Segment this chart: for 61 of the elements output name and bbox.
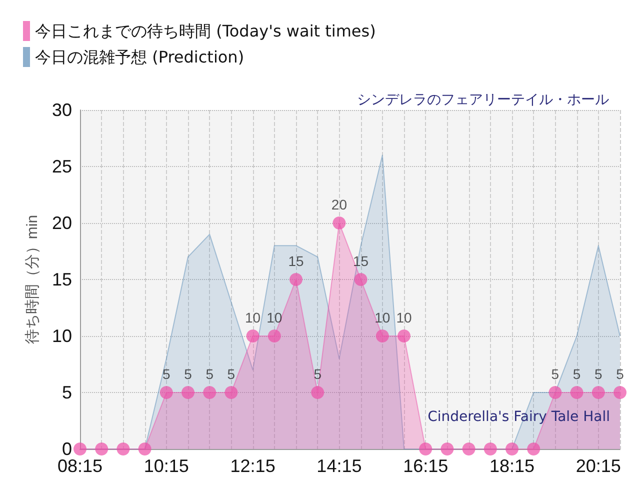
data-label: 5 (616, 366, 624, 382)
point (592, 386, 605, 399)
legend-label: 今日の混雑予想 (Prediction) (35, 48, 244, 66)
point (182, 386, 194, 399)
point (246, 330, 260, 342)
y-tick-label: 0 (62, 439, 72, 459)
point (419, 442, 432, 456)
point (398, 330, 410, 342)
x-tick-label: 16:15 (403, 456, 448, 476)
chart-title: シンデレラのフェアリーテイル・ホール (357, 92, 609, 108)
point (506, 442, 518, 456)
point (160, 386, 173, 399)
data-label: 5 (227, 366, 236, 382)
x-tick-label: 18:15 (489, 456, 535, 476)
y-tick-label: 30 (52, 100, 72, 120)
point (332, 216, 346, 230)
y-tick-label: 25 (52, 156, 72, 176)
point (138, 442, 152, 456)
x-tick-label: 20:15 (576, 456, 621, 476)
legend-label: 今日これまでの待ち時間 (Today's wait times) (35, 22, 376, 40)
point (311, 386, 324, 399)
data-label: 5 (206, 366, 214, 382)
data-label: 10 (374, 310, 390, 326)
point (268, 330, 281, 342)
data-label: 5 (162, 366, 170, 382)
point (354, 273, 368, 286)
y-tick-label: 15 (52, 270, 72, 290)
data-label: 10 (396, 310, 412, 326)
point (290, 273, 302, 286)
data-label: 5 (572, 366, 581, 382)
y-axis-title: 待ち時間（分）min (24, 214, 41, 344)
point (440, 442, 454, 456)
data-label: 15 (288, 253, 304, 269)
data-label: 5 (184, 366, 192, 382)
x-tick-label: 10:15 (144, 456, 189, 476)
point (570, 386, 584, 399)
x-tick-label: 12:15 (230, 456, 276, 476)
point (116, 442, 130, 456)
y-tick-label: 20 (52, 213, 72, 233)
point (462, 442, 476, 456)
data-label: 10 (245, 310, 261, 326)
data-label: 5 (551, 366, 560, 382)
x-tick-label: 14:15 (316, 456, 362, 476)
point (614, 386, 626, 399)
data-label: 10 (266, 310, 282, 326)
point (527, 442, 540, 456)
data-label: 5 (594, 366, 602, 382)
annotation: Cinderella's Fairy Tale Hall (428, 409, 610, 425)
point (484, 442, 497, 456)
point (224, 386, 238, 399)
x-tick-label: 08:15 (57, 456, 103, 476)
point (95, 442, 108, 456)
data-label: 15 (353, 253, 369, 269)
data-label: 5 (314, 366, 322, 382)
point (376, 330, 389, 342)
y-tick-label: 5 (62, 382, 72, 402)
point (548, 386, 562, 399)
y-tick-label: 10 (52, 326, 72, 346)
point (74, 442, 86, 456)
point (203, 386, 216, 399)
data-label: 20 (331, 196, 348, 212)
